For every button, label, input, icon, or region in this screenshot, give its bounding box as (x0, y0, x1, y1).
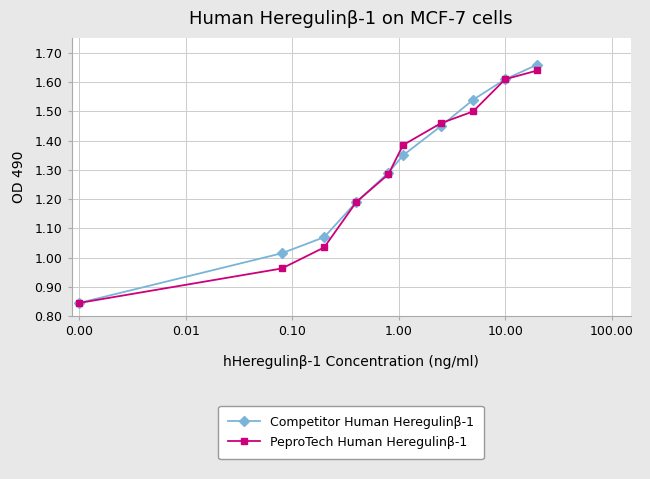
Competitor Human Heregulinβ-1 (399, 152, 407, 158)
Competitor Human Heregulinβ-1 (501, 76, 509, 82)
PeproTech Human Heregulinβ-1 (320, 245, 328, 251)
PeproTech Human Heregulinβ-1 (278, 265, 286, 271)
PeproTech Human Heregulinβ-1 (437, 120, 445, 126)
Competitor Human Heregulinβ-1 (352, 199, 360, 205)
Legend: Competitor Human Heregulinβ-1, PeproTech Human Heregulinβ-1: Competitor Human Heregulinβ-1, PeproTech… (218, 406, 484, 459)
Y-axis label: OD 490: OD 490 (12, 151, 26, 204)
Competitor Human Heregulinβ-1 (437, 123, 445, 129)
PeproTech Human Heregulinβ-1 (399, 142, 407, 148)
Competitor Human Heregulinβ-1 (384, 170, 392, 176)
Competitor Human Heregulinβ-1 (534, 62, 541, 68)
PeproTech Human Heregulinβ-1 (352, 199, 360, 205)
Competitor Human Heregulinβ-1 (75, 300, 83, 306)
Line: PeproTech Human Heregulinβ-1: PeproTech Human Heregulinβ-1 (75, 67, 541, 307)
PeproTech Human Heregulinβ-1 (501, 76, 509, 82)
Competitor Human Heregulinβ-1 (278, 251, 286, 256)
Line: Competitor Human Heregulinβ-1: Competitor Human Heregulinβ-1 (75, 61, 541, 307)
Competitor Human Heregulinβ-1 (320, 234, 328, 240)
Title: Human Heregulinβ-1 on MCF-7 cells: Human Heregulinβ-1 on MCF-7 cells (189, 11, 513, 28)
PeproTech Human Heregulinβ-1 (384, 171, 392, 177)
X-axis label: hHeregulinβ-1 Concentration (ng/ml): hHeregulinβ-1 Concentration (ng/ml) (223, 355, 479, 369)
Competitor Human Heregulinβ-1 (469, 97, 477, 103)
PeproTech Human Heregulinβ-1 (75, 300, 83, 306)
PeproTech Human Heregulinβ-1 (534, 68, 541, 73)
PeproTech Human Heregulinβ-1 (469, 109, 477, 114)
